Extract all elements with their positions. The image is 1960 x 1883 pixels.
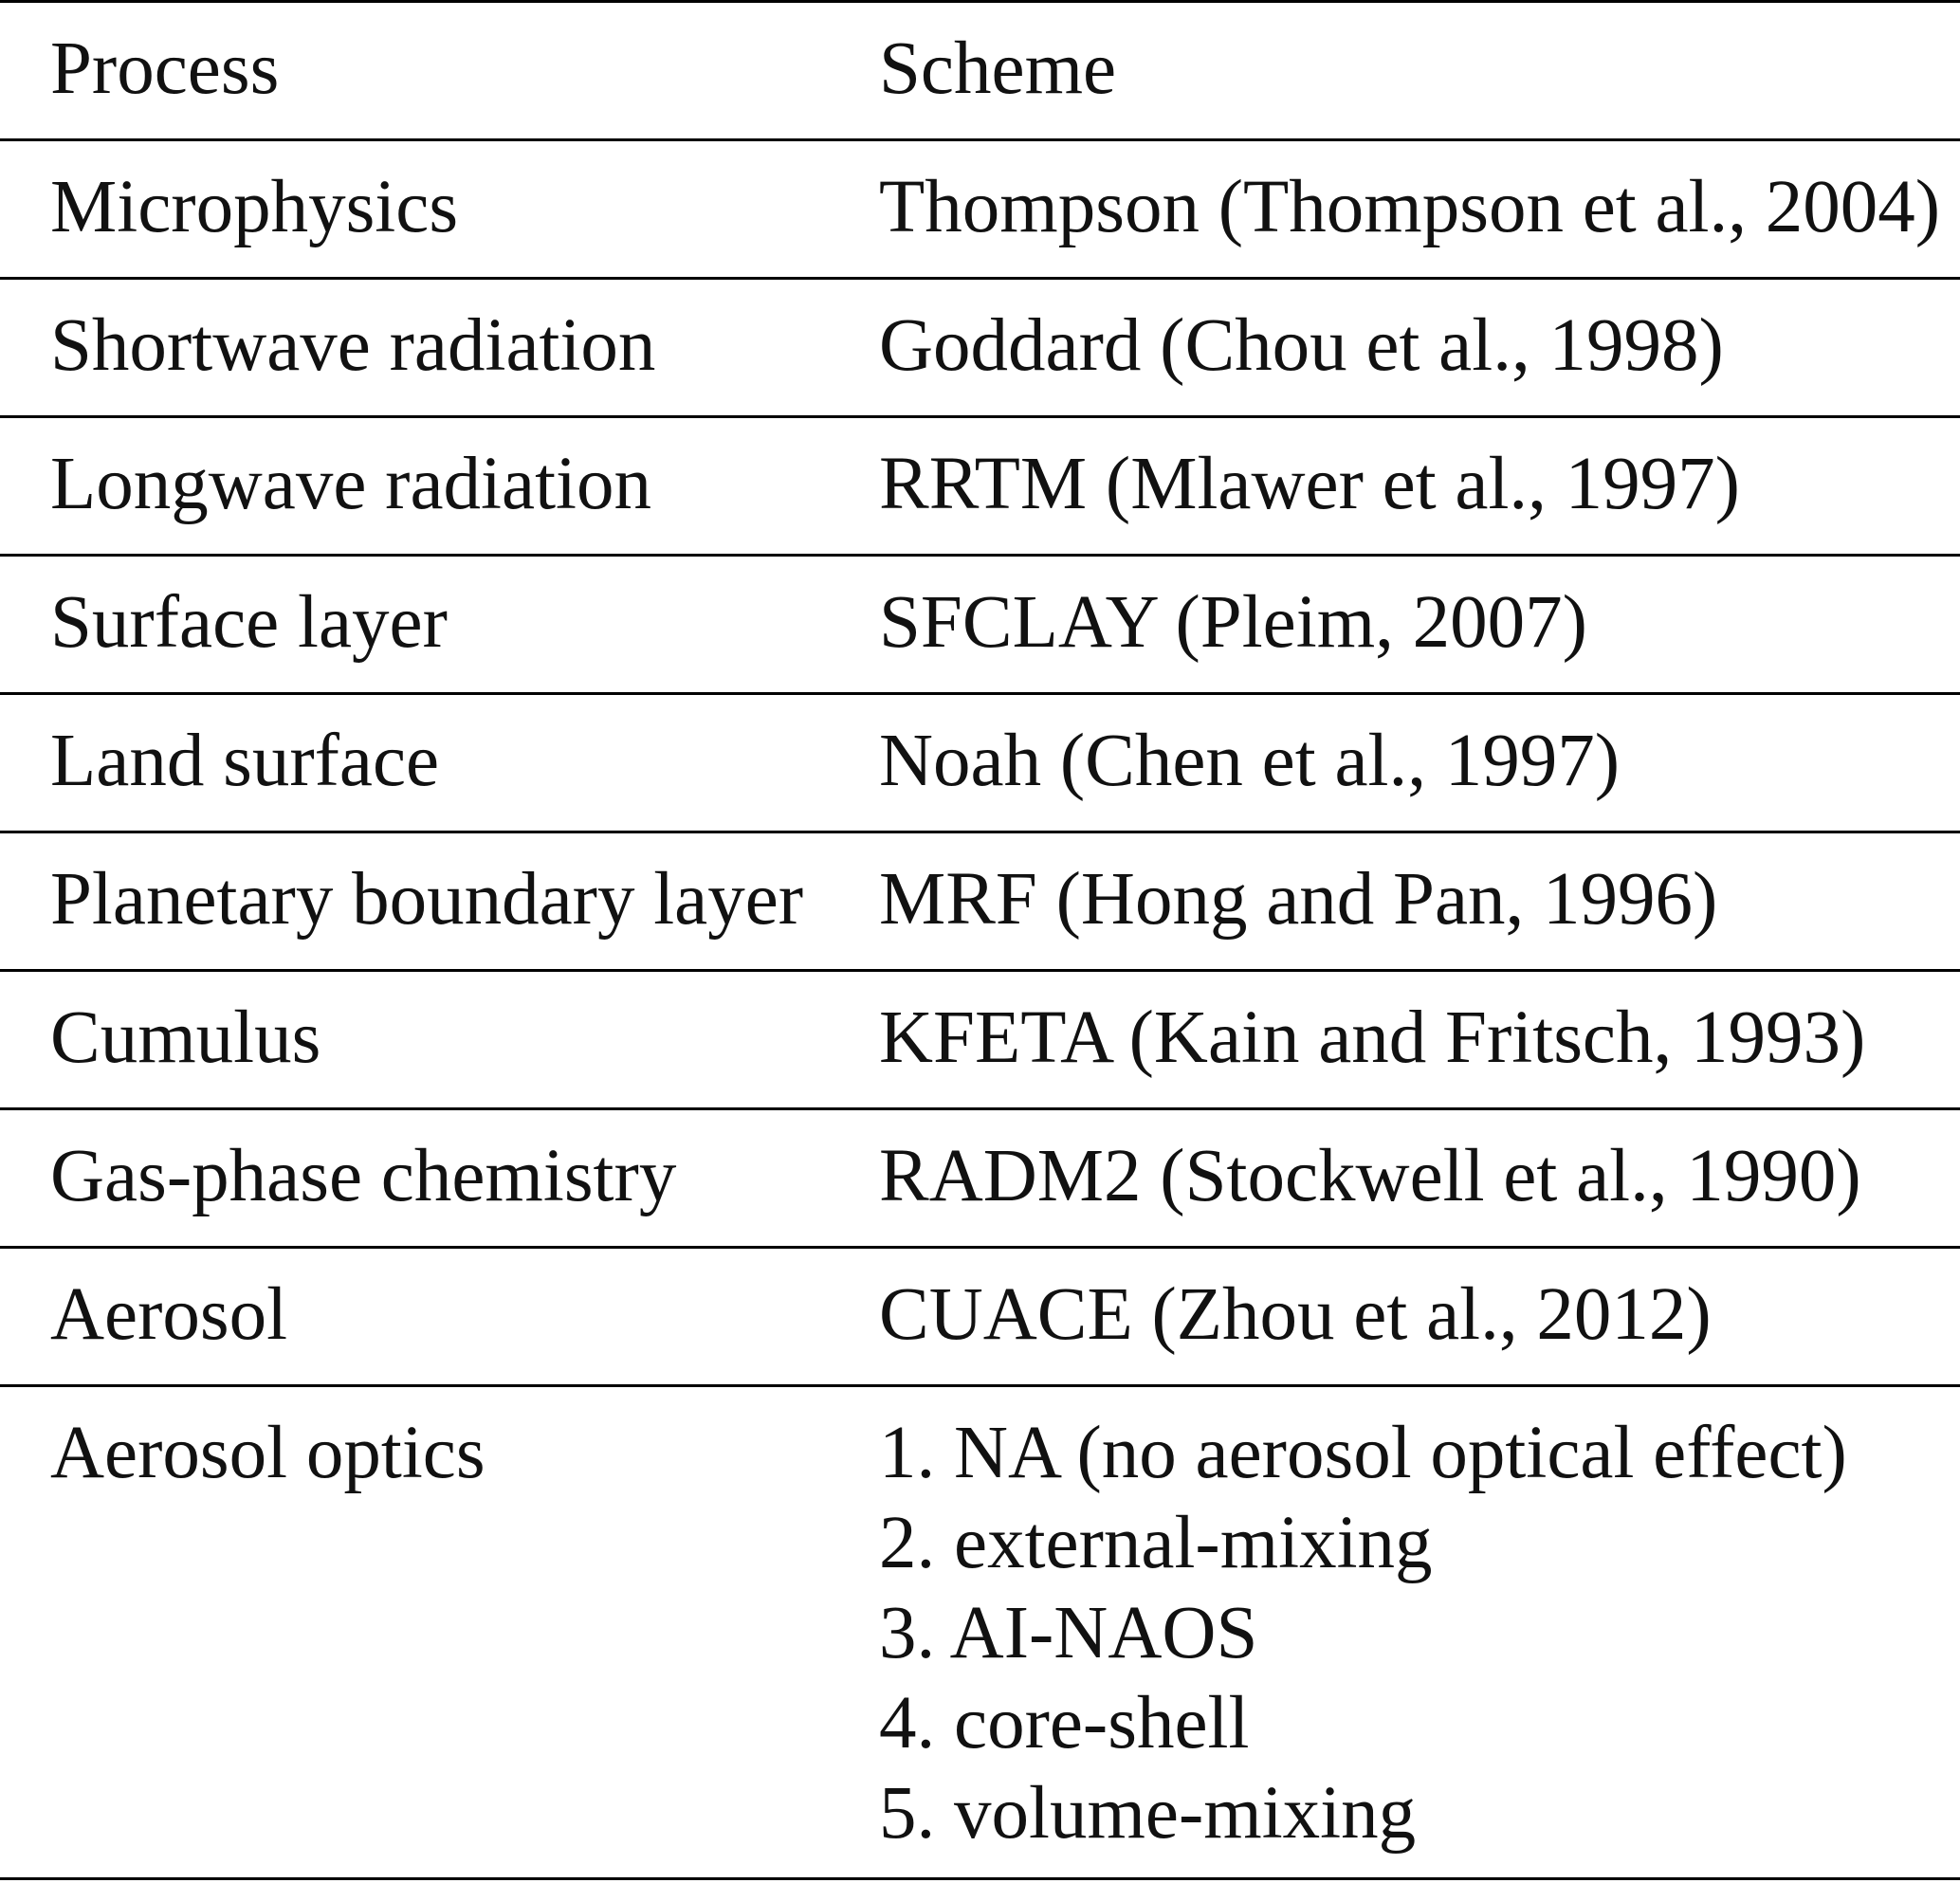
table-cell: Aerosol — [50, 1273, 288, 1356]
table-row: Land surface Noah (Chen et al., 1997) — [0, 695, 1960, 833]
table-row: Aerosol CUACE (Zhou et al., 2012) — [0, 1249, 1960, 1387]
list-item: 3. AI-NAOS — [879, 1592, 1258, 1674]
table-cell: Shortwave radiation — [50, 304, 656, 387]
header-row: Process Scheme — [0, 3, 1960, 141]
table-cell: Surface layer — [50, 581, 448, 664]
header-cell: Process — [50, 27, 280, 110]
table-cell: MRF (Hong and Pan, 1996) — [879, 858, 1718, 941]
table-row: Shortwave radiation Goddard (Chou et al.,… — [0, 280, 1960, 418]
table-cell: CUACE (Zhou et al., 2012) — [879, 1273, 1712, 1356]
header-cell: Scheme — [879, 27, 1117, 110]
table-cell: Microphysics — [50, 166, 459, 248]
table-cell: 1. NA (no aerosol optical effect) 2. exte… — [879, 1387, 1960, 1877]
table-row: Gas-phase chemistry RADM2 (Stockwell et a… — [0, 1110, 1960, 1249]
list-item: 2. external-mixing — [879, 1502, 1433, 1584]
table-cell: Planetary boundary layer — [50, 858, 804, 941]
table-cell: Longwave radiation — [50, 443, 651, 525]
table-cell: RADM2 (Stockwell et al., 1990) — [879, 1135, 1861, 1217]
table-row: Longwave radiation RRTM (Mlawer et al., 1… — [0, 418, 1960, 557]
table-cell: Gas-phase chemistry — [50, 1135, 677, 1217]
table-row: Microphysics Thompson (Thompson et al., 2… — [0, 141, 1960, 280]
table-cell: Thompson (Thompson et al., 2004) — [879, 166, 1941, 248]
table-cell: Land surface — [50, 720, 440, 802]
table-row: Aerosol optics 1. NA (no aerosol optical … — [0, 1387, 1960, 1880]
list-item: 4. core-shell — [879, 1682, 1250, 1764]
table-row: Planetary boundary layer MRF (Hong and Pa… — [0, 833, 1960, 972]
table-cell: Aerosol optics — [50, 1412, 485, 1494]
table-cell: Cumulus — [50, 996, 321, 1079]
table-cell: SFCLAY (Pleim, 2007) — [879, 581, 1587, 664]
table-row: Surface layer SFCLAY (Pleim, 2007) — [0, 557, 1960, 695]
table-cell: RRTM (Mlawer et al., 1997) — [879, 443, 1740, 525]
list-item: 1. NA (no aerosol optical effect) — [879, 1412, 1847, 1494]
table-row: Cumulus KFETA (Kain and Fritsch, 1993) — [0, 972, 1960, 1110]
table-cell: Goddard (Chou et al., 1998) — [879, 304, 1724, 387]
table-cell: KFETA (Kain and Fritsch, 1993) — [879, 996, 1866, 1079]
list-item: 5. volume-mixing — [879, 1772, 1417, 1855]
table-cell: Noah (Chen et al., 1997) — [879, 720, 1621, 802]
